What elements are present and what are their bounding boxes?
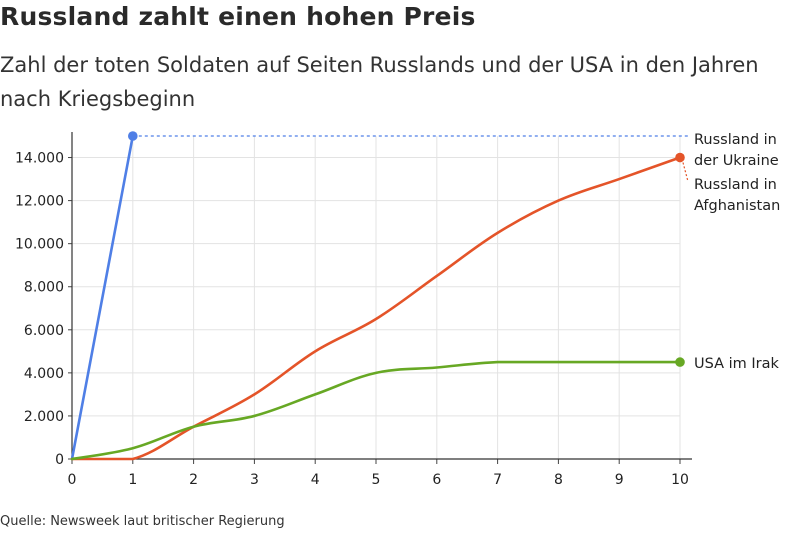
series-labels: Russland in der Ukraine Russland in Afghani… (682, 132, 780, 372)
x-tick-label: 6 (432, 472, 441, 488)
series-lines (70, 131, 690, 461)
end-point-russland-afghanistan (675, 152, 685, 163)
x-tick-label: 9 (615, 472, 624, 488)
y-tick-label: 10.000 (15, 237, 64, 253)
chart-subtitle: Zahl der toten Soldaten auf Seiten Russl… (0, 53, 759, 111)
y-tick-label: 2.000 (24, 409, 64, 425)
y-tick-label: 8.000 (24, 280, 64, 296)
x-tick-label: 5 (372, 472, 381, 488)
source-note: Quelle: Newsweek laut britischer Regieru… (0, 514, 285, 529)
end-point-russland-ukraine (128, 131, 138, 141)
x-tick-label: 8 (554, 472, 563, 488)
x-tick-label: 3 (250, 472, 259, 488)
y-tick-label: 12.000 (15, 194, 64, 210)
x-tick-label: 10 (671, 472, 689, 488)
x-tick-label: 2 (189, 472, 198, 488)
x-tick-label: 7 (493, 472, 502, 488)
series-label-russland-afghanistan: Russland in (694, 177, 777, 193)
x-axis-ticks: 0 1 2 3 4 5 6 7 8 9 10 (68, 459, 689, 488)
chart-title: Russland zahlt einen hohen Preis (0, 2, 476, 31)
y-axis-ticks: 0 2.000 4.000 6.000 8.000 10.000 12.000 14.000 (15, 151, 72, 468)
y-tick-label: 6.000 (24, 323, 64, 339)
y-tick-label: 14.000 (15, 151, 64, 167)
axes (71, 132, 692, 460)
series-line-russland-ukraine (70, 134, 135, 461)
end-point-usa-irak (675, 357, 685, 367)
series-label-russland-ukraine: Russland in (694, 132, 777, 148)
series-label-russland-afghanistan: Afghanistan (694, 198, 780, 214)
x-tick-label: 4 (311, 472, 320, 488)
series-line-russland-afghanistan (70, 156, 682, 461)
series-line-usa-irak (70, 360, 682, 461)
x-tick-label: 1 (128, 472, 137, 488)
grid-lines (72, 136, 681, 459)
series-label-russland-ukraine: der Ukraine (694, 153, 779, 169)
series-label-usa-irak: USA im Irak (694, 356, 780, 372)
y-tick-label: 0 (55, 452, 64, 468)
x-tick-label: 0 (68, 472, 77, 488)
y-tick-label: 4.000 (24, 366, 64, 382)
label-connector-russland-afghanistan (682, 162, 689, 182)
